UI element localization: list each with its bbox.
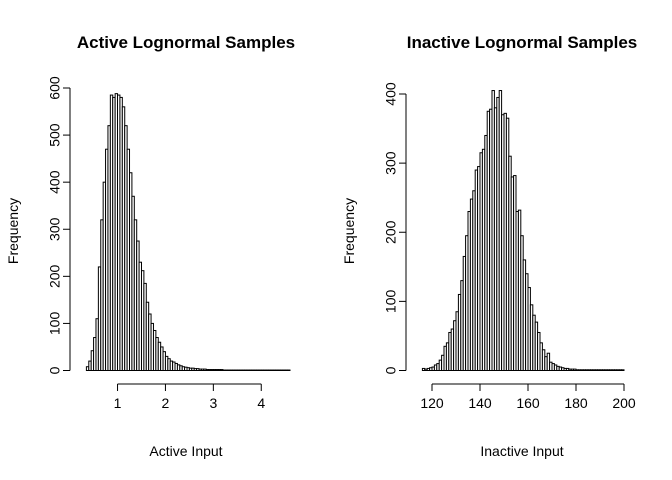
active-y-tick-label: 300	[47, 217, 63, 241]
active-x-tick-label: 2	[162, 395, 170, 411]
inactive-x-tick-label: 180	[564, 395, 588, 411]
active-y-tick-label: 100	[47, 312, 63, 336]
inactive-x-tick-label: 140	[468, 395, 492, 411]
inactive-y-tick-label: 300	[383, 151, 399, 175]
inactive-y-tick-label: 200	[383, 220, 399, 244]
inactive-x-tick-label: 160	[516, 395, 540, 411]
active-y-tick-label: 500	[47, 123, 63, 147]
inactive-x-tick-label: 200	[612, 395, 636, 411]
active-x-tick-label: 4	[257, 395, 265, 411]
inactive-chart-title: Inactive Lognormal Samples	[407, 33, 638, 52]
inactive-histogram-panel: Inactive Lognormal Samples Inactive Inpu…	[341, 33, 637, 459]
inactive-y-tick-label: 0	[383, 366, 399, 374]
inactive-y-axis-label: Frequency	[341, 198, 357, 264]
active-histogram-panel: Active Lognormal Samples Active Input Fr…	[5, 33, 295, 459]
active-chart-title: Active Lognormal Samples	[77, 33, 295, 52]
active-y-tick-label: 0	[47, 366, 63, 374]
inactive-y-tick-label: 400	[383, 82, 399, 106]
inactive-bars	[421, 90, 625, 372]
active-x-axis-label: Active Input	[149, 443, 222, 459]
inactive-x-axis-label: Inactive Input	[480, 443, 563, 459]
inactive-y-tick-label: 100	[383, 289, 399, 313]
active-x-axis: 1 2 3 4	[114, 383, 265, 411]
active-bars	[85, 93, 291, 372]
active-x-tick-label: 3	[209, 395, 217, 411]
inactive-bar	[621, 369, 625, 371]
active-y-tick-label: 600	[47, 76, 63, 100]
active-y-axis-label: Frequency	[5, 198, 21, 264]
inactive-x-tick-label: 120	[420, 395, 444, 411]
active-y-tick-label: 200	[47, 264, 63, 288]
inactive-y-axis: 0 100 200 300 400	[383, 82, 407, 374]
active-x-tick-label: 1	[114, 395, 122, 411]
inactive-x-axis: 120 140 160 180 200	[420, 383, 636, 411]
active-y-axis: 0 100 200 300 400 500 600	[47, 76, 71, 374]
active-y-tick-label: 400	[47, 170, 63, 194]
